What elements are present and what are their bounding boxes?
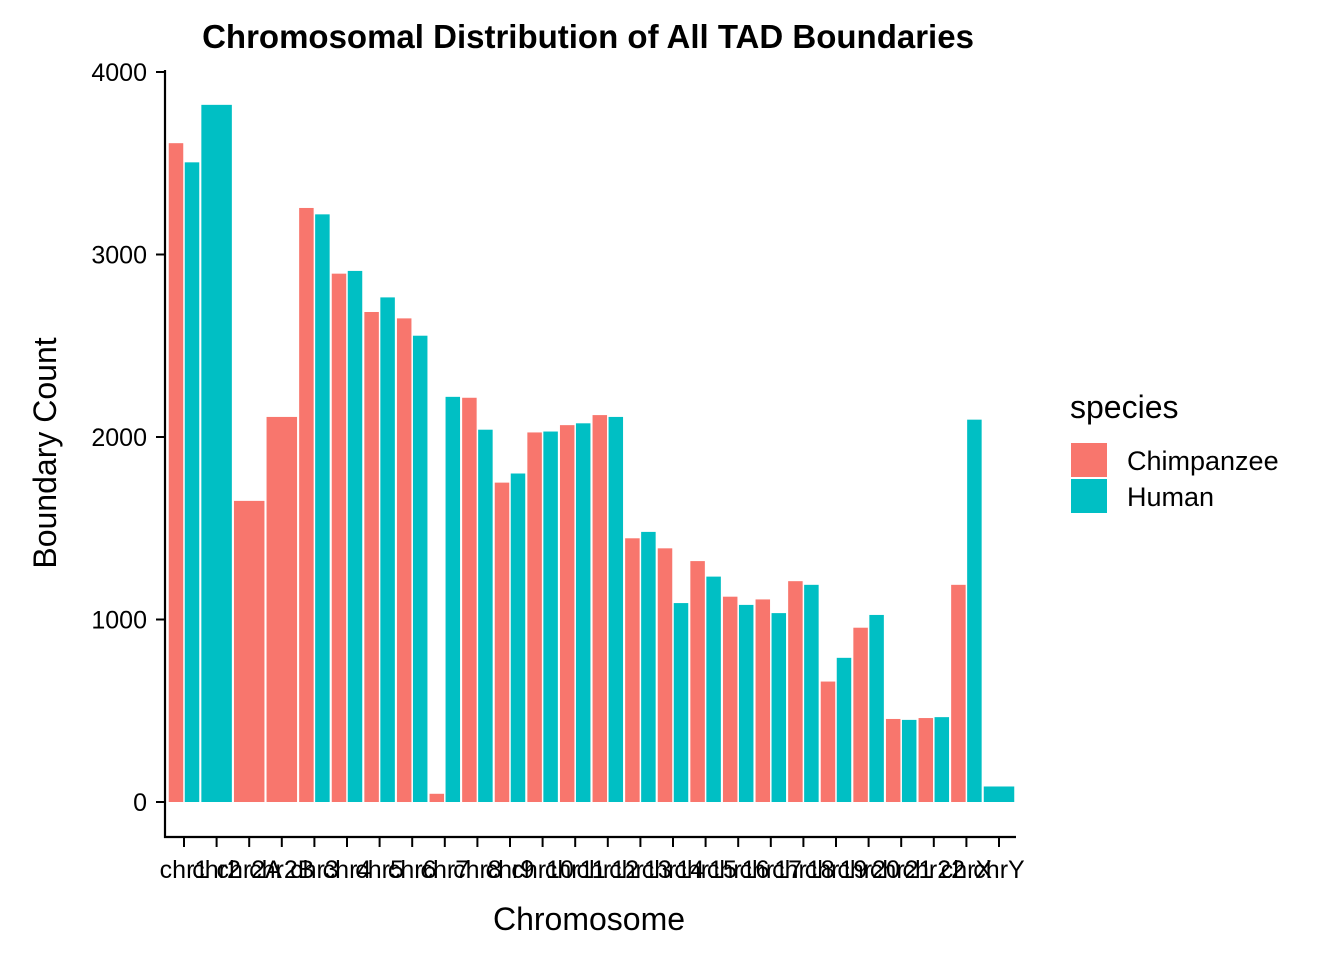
- bar-human-chr12: [608, 416, 624, 802]
- legend-label-chimpanzee: Chimpanzee: [1127, 446, 1279, 476]
- bar-chimpanzee-chr6: [396, 318, 412, 803]
- x-tick-label: chr4: [323, 856, 372, 884]
- bar-human-chr14: [673, 603, 689, 802]
- x-tick-label: chr22: [903, 856, 966, 884]
- x-tick-label: chr19: [805, 856, 868, 884]
- bar-chimpanzee-chr9: [494, 482, 510, 803]
- bar-chimpanzee-chr13: [625, 538, 640, 802]
- x-tick-label: chr21: [870, 856, 933, 884]
- x-tick-label: chr17: [740, 856, 803, 884]
- bar-chimpanzee-chr3: [299, 207, 314, 802]
- bar-human-chr21: [901, 719, 917, 803]
- legend-title: species: [1070, 389, 1179, 425]
- x-tick-label: chr13: [609, 856, 672, 884]
- bar-human-chr16: [738, 604, 754, 802]
- bar-chimpanzee-chr20: [853, 627, 868, 802]
- bar-human-chr3: [315, 214, 330, 803]
- bar-chimpanzee-chr17: [755, 599, 771, 802]
- x-tick-label: chr2A: [217, 856, 283, 884]
- bar-human-chr10: [543, 431, 558, 802]
- legend: species Chimpanzee Human: [1070, 389, 1279, 513]
- x-tick-label: chrY: [973, 856, 1025, 884]
- bar-chimpanzee-chr5: [364, 311, 379, 802]
- x-tick-label: chr15: [674, 856, 737, 884]
- bar-human-chr15: [706, 576, 721, 802]
- bar-human-chr11: [575, 423, 591, 802]
- x-tick-label: chr20: [837, 856, 900, 884]
- x-tick-label: chr18: [772, 856, 835, 884]
- x-tick-label: chr10: [511, 856, 574, 884]
- y-tick-label: 2000: [91, 424, 147, 452]
- bar-chimpanzee-chr15: [690, 561, 705, 802]
- y-axis-ticks: 0 1000 2000 3000 4000: [91, 59, 165, 817]
- x-tick-label: chr12: [577, 856, 640, 884]
- bar-chimpanzee-chr22: [918, 718, 934, 802]
- bar-chimpanzee-chr10: [527, 432, 542, 802]
- bar-chimpanzee-chr18: [788, 581, 803, 802]
- x-axis-ticks: chr1chr2chr2Achr2Bchr3chr4chr5chr6chr7ch…: [160, 838, 1025, 884]
- bar-chimpanzee-chr16: [722, 596, 738, 802]
- bar-human-chr8: [478, 429, 493, 802]
- x-tick-label: chrX: [941, 856, 993, 884]
- x-tick-label: chr6: [388, 856, 437, 884]
- bar-chimpanzee-chr19: [820, 681, 836, 802]
- bar-human-chr19: [836, 657, 852, 802]
- bar-chimpanzee-chr1: [168, 143, 184, 802]
- bar-human-chrX: [967, 419, 982, 802]
- bar-human-chr6: [412, 335, 428, 802]
- x-tick-label: chr1: [160, 856, 209, 884]
- plot-area: [168, 104, 1015, 803]
- bar-chimpanzee-chr7: [429, 793, 445, 802]
- bar-human-chr20: [869, 614, 884, 802]
- bar-chimpanzee-chr14: [657, 548, 673, 802]
- bar-chimpanzee-chr8: [462, 397, 477, 802]
- bar-human-chrY: [983, 786, 1015, 802]
- x-tick-label: chr3: [290, 856, 339, 884]
- bar-human-chr2: [201, 104, 232, 803]
- legend-label-human: Human: [1127, 482, 1214, 512]
- x-tick-label: chr2: [192, 856, 241, 884]
- bar-human-chr1: [184, 162, 200, 803]
- chart-title: Chromosomal Distribution of All TAD Boun…: [202, 18, 974, 55]
- y-tick-label: 1000: [91, 607, 147, 635]
- bar-human-chr13: [641, 531, 656, 802]
- x-tick-label: chr9: [486, 856, 535, 884]
- y-axis-label: Boundary Count: [27, 337, 63, 568]
- bar-human-chr18: [804, 584, 819, 802]
- bar-chimpanzee-chr2B: [266, 416, 298, 802]
- y-tick-label: 4000: [91, 59, 147, 87]
- bar-chimpanzee-chr4: [331, 273, 347, 802]
- bar-human-chr5: [380, 297, 395, 802]
- x-tick-label: chr5: [355, 856, 404, 884]
- y-tick-label: 0: [133, 789, 147, 817]
- y-tick-label: 3000: [91, 242, 147, 270]
- bar-human-chr7: [445, 396, 461, 802]
- bar-chimpanzee-chr2A: [233, 500, 265, 803]
- bar-human-chr9: [510, 473, 526, 802]
- bar-chimpanzee-chrX: [951, 584, 966, 802]
- bar-chimpanzee-chr11: [559, 425, 575, 802]
- bar-human-chr17: [771, 613, 787, 802]
- bar-chimpanzee-chr21: [885, 718, 901, 802]
- x-tick-label: chr11: [545, 856, 606, 884]
- x-tick-label: chr2B: [249, 856, 314, 884]
- bar-chimpanzee-chr12: [592, 415, 608, 802]
- bar-human-chr22: [934, 717, 950, 802]
- x-tick-label: chr16: [707, 856, 770, 884]
- x-tick-label: chr7: [420, 856, 469, 884]
- legend-swatch-chimpanzee: [1071, 443, 1107, 477]
- x-axis-label: Chromosome: [493, 901, 685, 937]
- legend-swatch-human: [1071, 479, 1107, 513]
- x-tick-label: chr14: [642, 856, 705, 884]
- bar-human-chr4: [347, 270, 363, 802]
- x-tick-label: chr8: [453, 856, 502, 884]
